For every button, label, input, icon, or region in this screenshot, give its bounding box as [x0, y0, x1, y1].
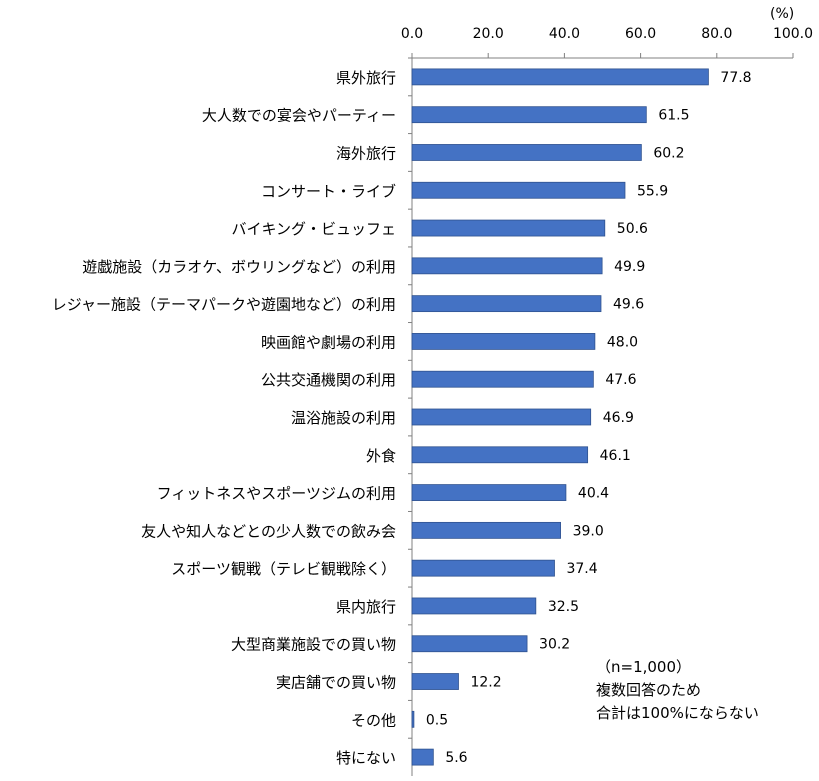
x-tick-label: 40.0	[549, 26, 580, 42]
unit-label: (%)	[770, 6, 795, 22]
category-label: 遊戯施設（カラオケ、ボウリングなど）の利用	[82, 258, 396, 276]
category-label: 県外旅行	[336, 69, 396, 87]
category-label: 県内旅行	[336, 598, 396, 616]
value-label: 50.6	[617, 221, 648, 237]
category-label: 外食	[366, 447, 396, 465]
value-label: 61.5	[658, 108, 689, 124]
value-label: 12.2	[470, 675, 501, 691]
category-label: バイキング・ビュッフェ	[231, 220, 396, 238]
bars	[411, 68, 709, 766]
value-labels: 77.8 61.5 60.2 55.9 50.6 49.9 49.6 48.0 47.6 46.9…	[426, 70, 752, 766]
value-label: 46.1	[600, 448, 631, 464]
value-label: 5.6	[445, 750, 467, 766]
bar	[411, 710, 415, 728]
value-label: 55.9	[637, 183, 668, 199]
value-label: 48.0	[607, 334, 638, 350]
multiple-answer-note: 複数回答のため	[596, 681, 702, 699]
bar	[411, 559, 555, 577]
category-label: フィットネスやスポーツジムの利用	[157, 485, 396, 503]
x-tick-label: 80.0	[701, 26, 732, 42]
chart-notes: （n=1,000） 複数回答のため 合計は100%にならない	[596, 656, 759, 725]
bar	[411, 333, 596, 350]
x-tick-label: 60.0	[625, 26, 656, 42]
bar	[411, 295, 602, 313]
x-axis-ticks: 0.0 20.0 40.0 60.0 80.0 100.0	[401, 26, 813, 58]
category-label: 海外旅行	[336, 144, 396, 162]
value-label: 0.5	[426, 712, 448, 728]
value-label: 49.9	[614, 259, 645, 275]
bar	[411, 370, 594, 388]
bar	[411, 635, 528, 653]
category-label: 映画館や劇場の利用	[261, 333, 396, 351]
value-label: 39.0	[573, 523, 604, 539]
x-tick-label: 0.0	[401, 26, 423, 42]
value-label: 47.6	[605, 372, 636, 388]
bar	[411, 408, 592, 426]
value-label: 37.4	[566, 561, 597, 577]
bar	[411, 106, 647, 124]
value-label: 40.4	[578, 486, 609, 502]
category-label: 大型商業施設での買い物	[231, 636, 396, 654]
category-label: 公共交通機関の利用	[261, 371, 396, 389]
category-label: 大人数での宴会やパーティー	[202, 107, 396, 125]
bar	[411, 597, 537, 615]
sample-size-note: （n=1,000）	[596, 658, 692, 676]
bar	[411, 748, 434, 766]
bar	[411, 484, 567, 501]
value-label: 30.2	[539, 637, 570, 653]
category-label: コンサート・ライブ	[261, 182, 396, 200]
x-tick-label: 20.0	[473, 26, 504, 42]
category-label: 温浴施設の利用	[291, 409, 396, 427]
bar	[411, 257, 603, 275]
x-tick-label: 100.0	[773, 26, 813, 42]
bar	[411, 144, 642, 161]
category-label: 実店舗での買い物	[276, 674, 396, 692]
bar	[411, 673, 459, 690]
category-label: 特にない	[336, 749, 396, 767]
category-label: レジャー施設（テーマパークや遊園地など）の利用	[52, 296, 396, 314]
bar	[411, 181, 626, 199]
bar	[411, 446, 589, 464]
category-label: その他	[351, 711, 396, 729]
category-label: 友人や知人などとの少人数での飲み会	[141, 522, 396, 540]
bar	[411, 219, 606, 237]
bar	[411, 521, 561, 539]
total-note: 合計は100%にならない	[596, 704, 759, 722]
value-label: 49.6	[613, 297, 644, 313]
category-labels: 県外旅行大人数での宴会やパーティー海外旅行コンサート・ライブバイキング・ビュッフ…	[52, 69, 396, 767]
bar	[411, 68, 709, 86]
value-label: 46.9	[603, 410, 634, 426]
category-label: スポーツ観戦（テレビ観戦除く）	[171, 560, 396, 578]
value-label: 60.2	[653, 145, 684, 161]
value-label: 77.8	[720, 70, 751, 86]
value-label: 32.5	[548, 599, 579, 615]
